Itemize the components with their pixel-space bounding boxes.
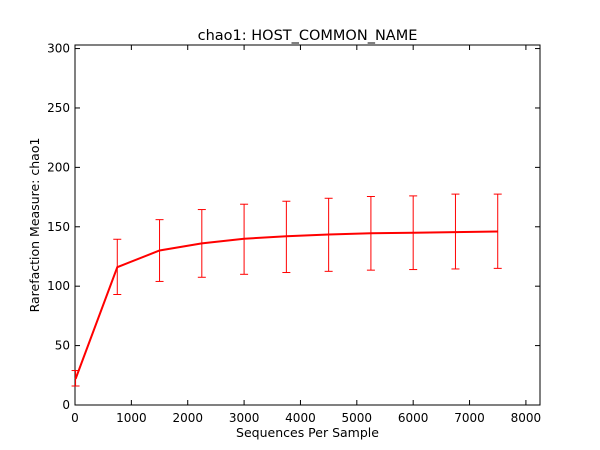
y-tick-label: 50 (55, 339, 70, 353)
x-tick-label: 6000 (398, 411, 429, 425)
y-tick-label: 250 (47, 101, 70, 115)
x-tick-label: 1000 (116, 411, 147, 425)
y-tick-label: 100 (47, 279, 70, 293)
y-tick-label: 0 (62, 398, 70, 412)
y-axis-label: Rarefaction Measure: chao1 (27, 138, 42, 313)
y-axis: 0 50 100 150 200 250 300 (47, 42, 540, 412)
x-tick-label: 8000 (511, 411, 542, 425)
x-tick-label: 4000 (285, 411, 316, 425)
y-tick-label: 150 (47, 220, 70, 234)
x-axis: 0 1000 2000 3000 4000 5000 6000 7000 8000 (71, 45, 541, 425)
x-tick-label: 5000 (342, 411, 373, 425)
y-tick-label: 300 (47, 42, 70, 56)
x-axis-label: Sequences Per Sample (236, 425, 379, 440)
chart-title: chao1: HOST_COMMON_NAME (198, 28, 418, 44)
plot-area-frame (74, 44, 541, 406)
x-tick-label: 0 (71, 411, 79, 425)
series-line (74, 230, 498, 380)
x-tick-label: 7000 (454, 411, 485, 425)
x-tick-label: 3000 (229, 411, 260, 425)
error-bars (71, 193, 502, 387)
y-tick-label: 200 (47, 160, 70, 174)
x-tick-label: 2000 (172, 411, 203, 425)
